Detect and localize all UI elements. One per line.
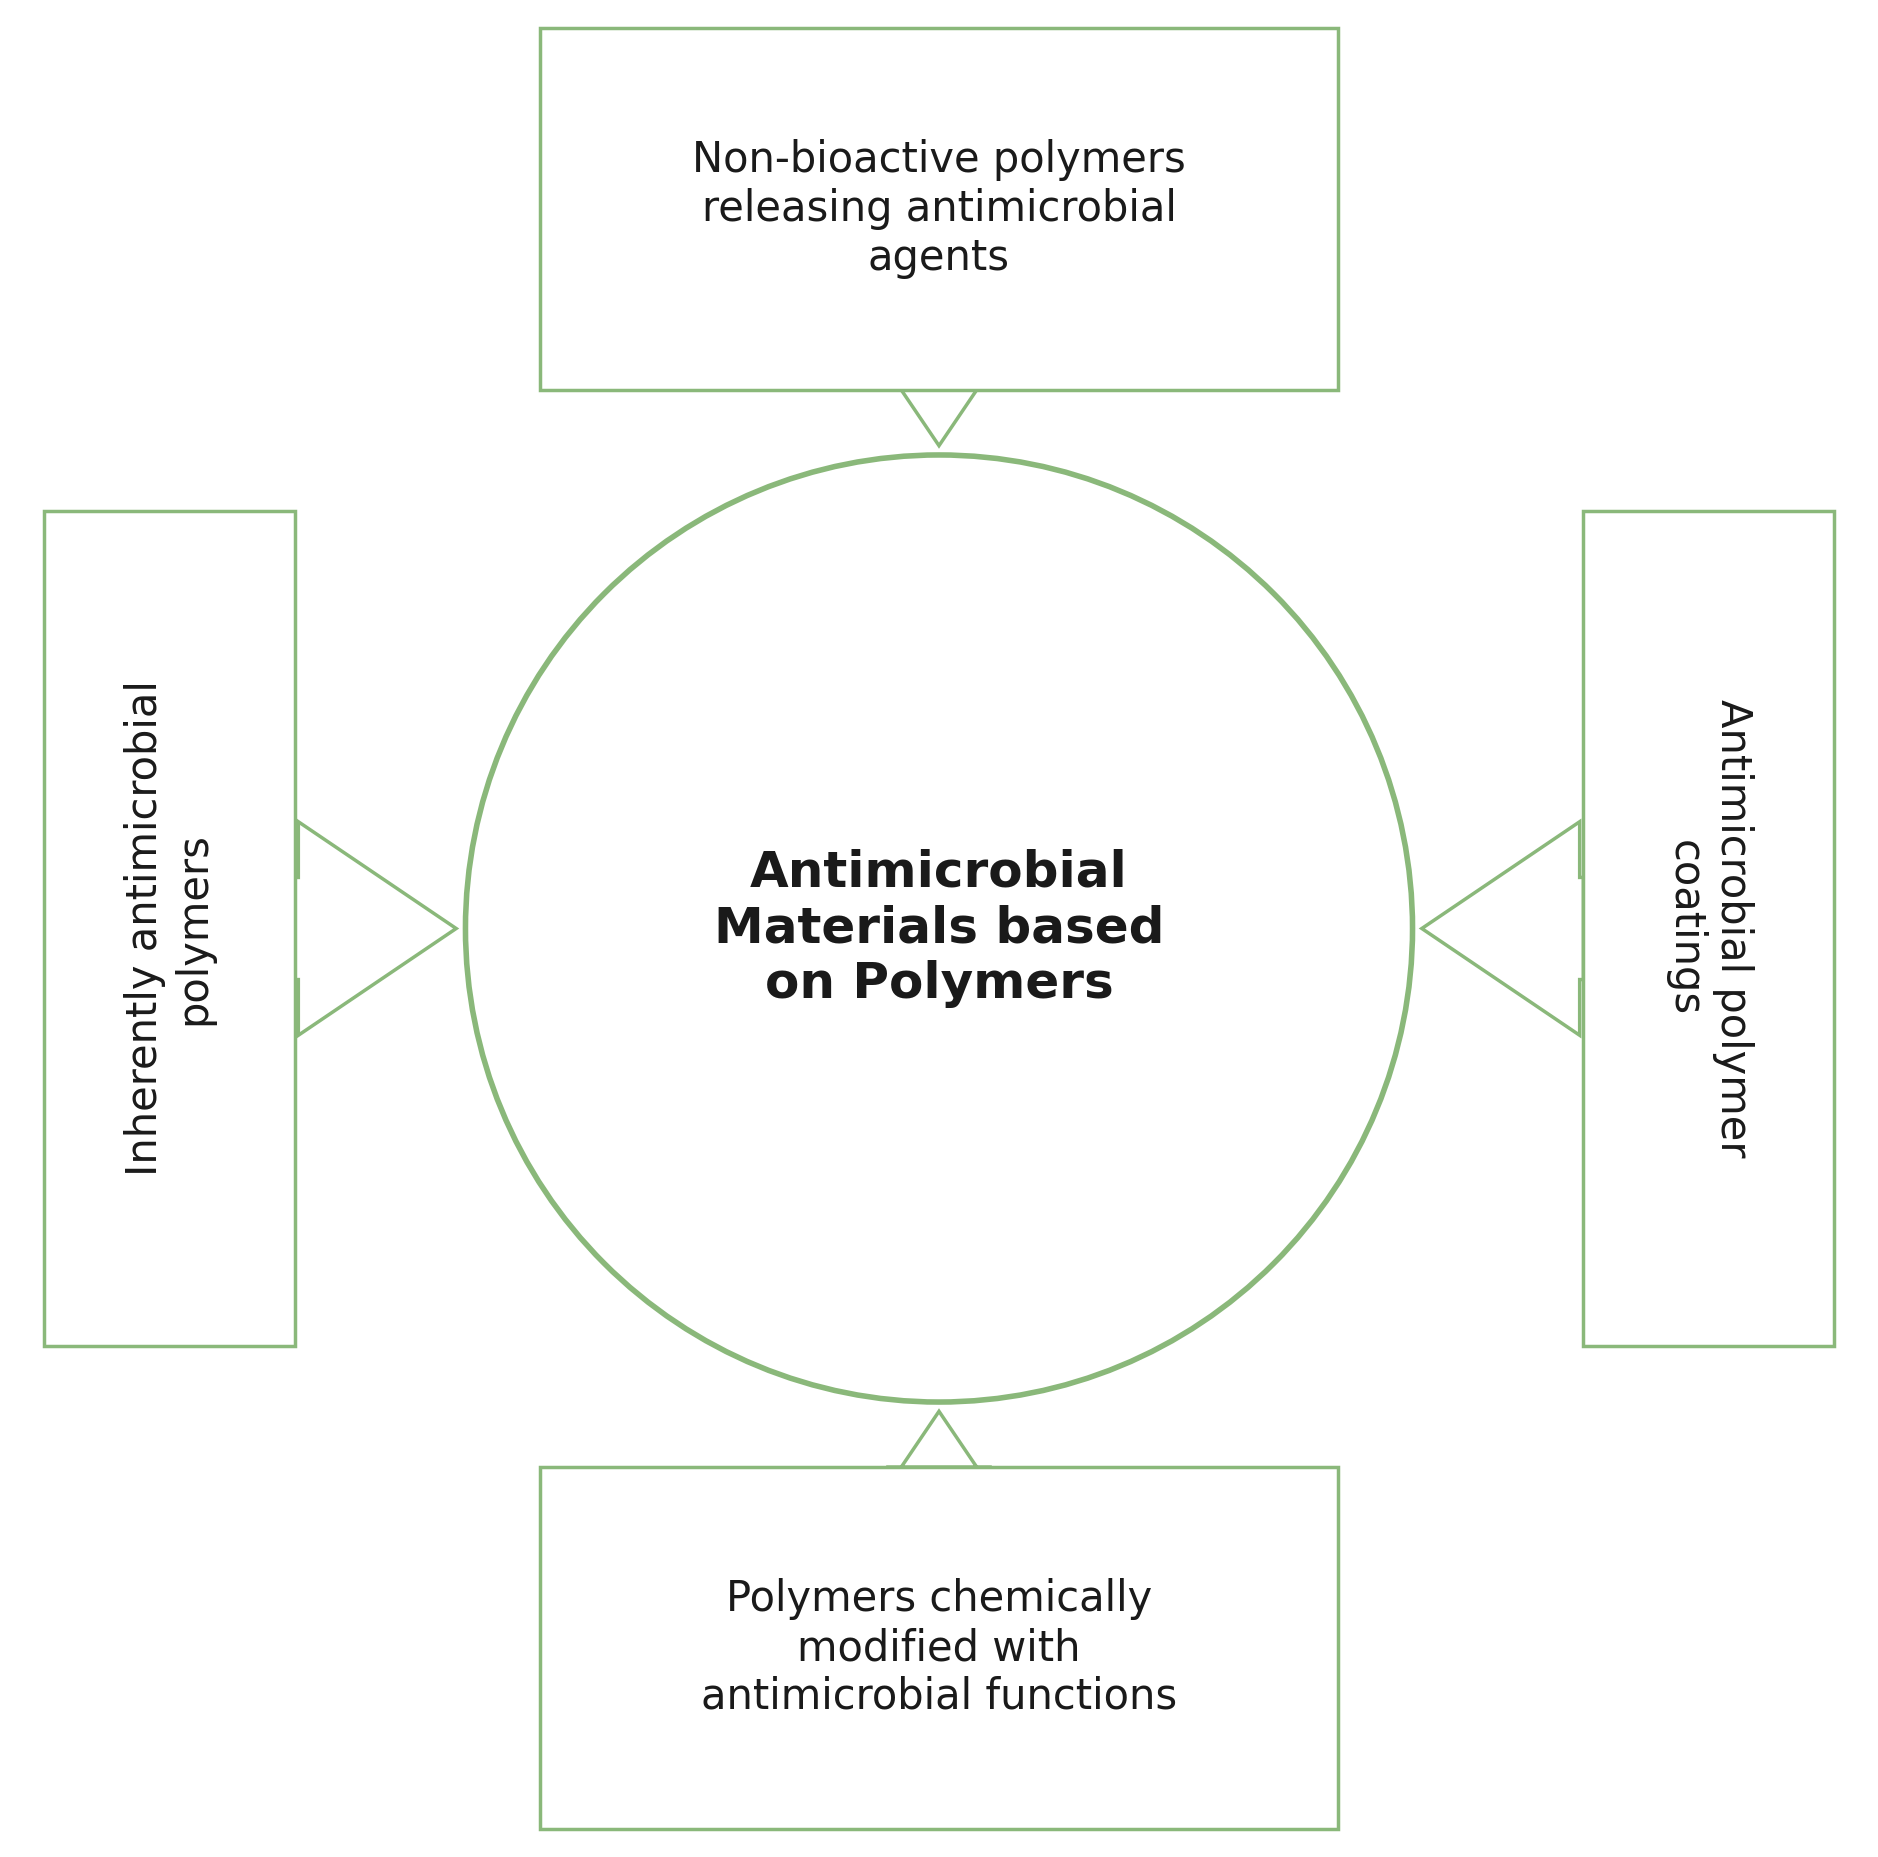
Polygon shape (832, 1411, 1046, 1569)
Text: Inherently antimicrobial
polymers: Inherently antimicrobial polymers (124, 680, 214, 1177)
FancyBboxPatch shape (1583, 511, 1835, 1346)
Circle shape (466, 455, 1412, 1402)
Text: Antimicrobial polymer
coatings: Antimicrobial polymer coatings (1664, 700, 1754, 1157)
Text: Polymers chemically
modified with
antimicrobial functions: Polymers chemically modified with antimi… (700, 1578, 1178, 1718)
Text: Antimicrobial
Materials based
on Polymers: Antimicrobial Materials based on Polymer… (714, 849, 1164, 1008)
Polygon shape (832, 288, 1046, 446)
FancyBboxPatch shape (539, 1467, 1339, 1829)
Polygon shape (295, 821, 456, 1036)
Text: Non-bioactive polymers
releasing antimicrobial
agents: Non-bioactive polymers releasing antimic… (693, 139, 1185, 279)
FancyBboxPatch shape (539, 28, 1339, 390)
Polygon shape (1422, 821, 1583, 1036)
FancyBboxPatch shape (43, 511, 295, 1346)
